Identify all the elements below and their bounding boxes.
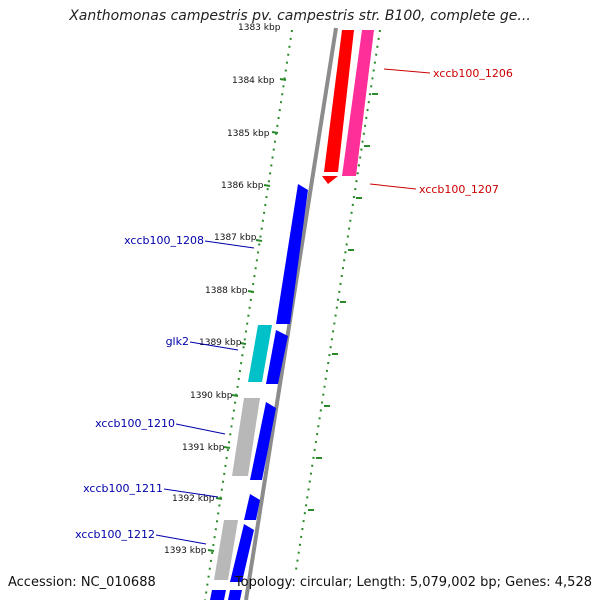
gene-xccb100_1210-feature[interactable] [250,402,276,480]
inner-tick-marks [207,78,287,552]
gene-xccb100_1206-arrowhead[interactable] [322,176,338,184]
gray-feature-a [232,398,260,476]
tick-label: 1384 kbp [232,76,275,86]
tick-label: 1392 kbp [172,494,215,504]
tick-label: 1383 kbp [238,23,281,33]
gene-xccb100_1208-feature[interactable] [276,184,308,324]
gene-label-xccb100_1212[interactable]: xccb100_1212 [75,528,155,541]
tick-label: 1391 kbp [182,443,225,453]
genome-info-label: Topology: circular; Length: 5,079,002 bp… [234,575,592,590]
gene-label-xccb100_1208[interactable]: xccb100_1208 [124,234,204,247]
tick-label: 1385 kbp [227,129,270,139]
gene-label-glk2[interactable]: glk2 [166,335,189,348]
gene-blue-cds-c[interactable] [228,590,242,600]
tick-label: 1390 kbp [190,391,233,401]
tick-label: 1387 kbp [214,233,257,243]
page-title: Xanthomonas campestris pv. campestris st… [69,8,531,24]
gene-glk2-feature[interactable] [248,325,272,382]
gene-xccb100_1206-feature[interactable] [324,30,354,172]
gray-feature-b [214,520,238,580]
tick-label: 1389 kbp [199,338,242,348]
gene-xccb100_1212-feature[interactable] [230,524,254,582]
gene-xccb100_1207-feature[interactable] [342,30,374,176]
tick-label: 1386 kbp [221,181,264,191]
accession-label: Accession: NC_010688 [8,575,156,590]
reverse-label-connectors [155,240,255,545]
inner-tick-guide [204,29,293,600]
gene-blue-cds-a[interactable] [266,330,288,384]
tick-label: 1393 kbp [164,546,207,556]
gene-label-xccb100_1210[interactable]: xccb100_1210 [95,417,175,430]
forward-label-connectors [369,68,431,190]
outer-tick-marks [308,93,378,511]
gene-label-xccb100_1206[interactable]: xccb100_1206 [433,67,513,80]
gene-label-xccb100_1207[interactable]: xccb100_1207 [419,183,499,196]
tick-label: 1388 kbp [205,286,248,296]
gene-label-xccb100_1211[interactable]: xccb100_1211 [83,482,163,495]
outer-tick-guide [295,29,381,571]
gene-blue-cds-b[interactable] [210,590,226,600]
gene-xccb100_1211-feature[interactable] [244,494,260,520]
